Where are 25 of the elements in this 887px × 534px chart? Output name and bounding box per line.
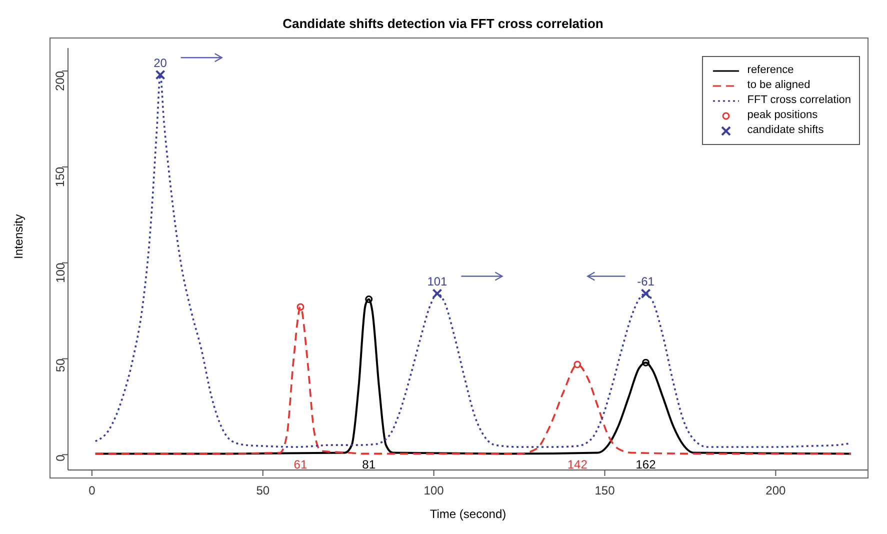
legend-label: peak positions <box>747 108 818 123</box>
y-tick-label: 0 <box>53 454 68 462</box>
legend-label: to be aligned <box>747 78 810 93</box>
x-axis-title: Time (second) <box>430 507 506 521</box>
annotation: 162 <box>636 458 656 472</box>
annotation: 81 <box>362 458 376 472</box>
x-tick-label: 150 <box>594 484 616 498</box>
annotation: 142 <box>567 458 588 472</box>
legend-label: reference <box>747 63 794 78</box>
x-tick-label: 200 <box>766 484 786 498</box>
x-tick-label: 50 <box>256 484 270 498</box>
chart-title: Candidate shifts detection via FFT cross correlation <box>282 16 604 31</box>
annotation: -61 <box>637 274 655 289</box>
y-tick-label: 150 <box>53 166 68 187</box>
annotation: 61 <box>294 458 308 472</box>
y-axis-title: Intensity <box>11 214 26 259</box>
x-tick-label: 0 <box>88 484 96 498</box>
annotation: 20 <box>154 56 168 70</box>
legend-label: candidate shifts <box>747 123 824 138</box>
y-tick-label: 50 <box>53 358 68 372</box>
x-tick-label: 100 <box>424 484 444 498</box>
legend-label: FFT cross correlation <box>747 93 851 108</box>
annotation: 101 <box>427 274 448 289</box>
y-tick-label: 200 <box>53 70 68 92</box>
y-tick-label: 100 <box>53 262 68 283</box>
